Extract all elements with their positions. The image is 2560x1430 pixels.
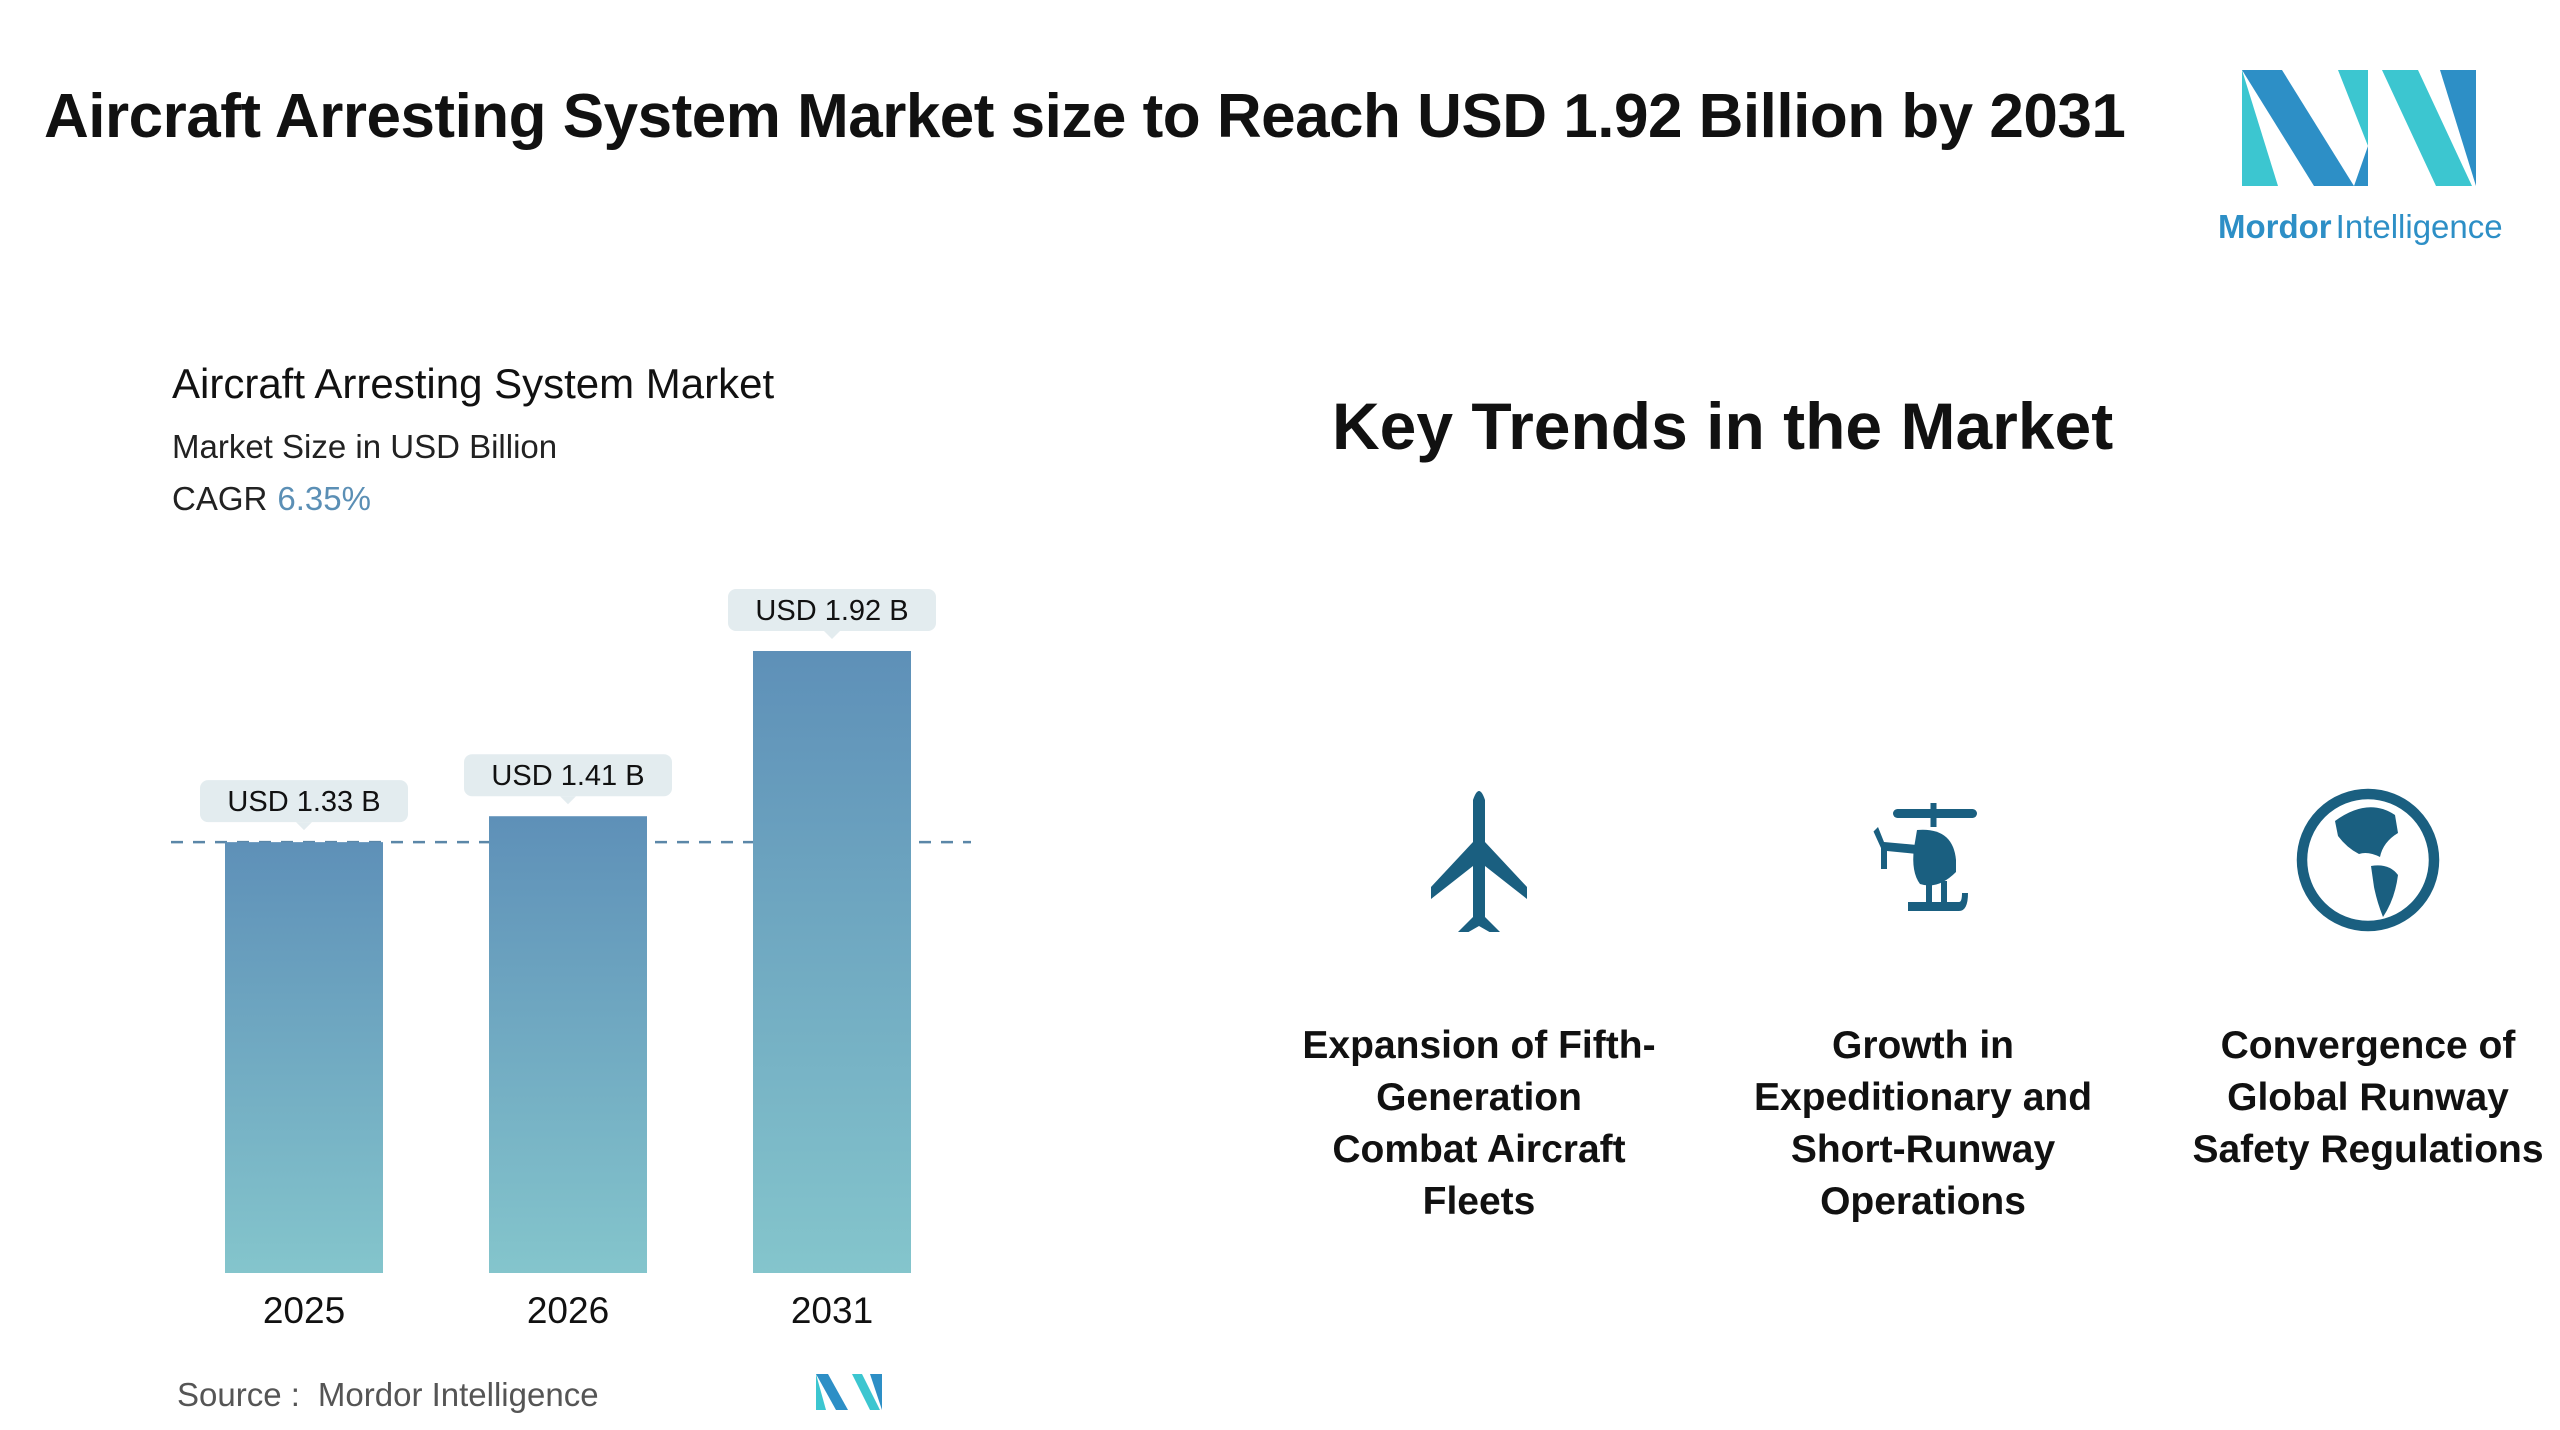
data-label: USD 1.41 B bbox=[491, 760, 644, 792]
mordor-intelligence-logo: Mordor Intelligence bbox=[2218, 66, 2514, 256]
x-tick-label: 2025 bbox=[263, 1290, 345, 1331]
bar bbox=[753, 651, 911, 1273]
trend-text: Short-Runway bbox=[1790, 1128, 2056, 1171]
source-value: Mordor Intelligence bbox=[317, 1376, 599, 1413]
trend-text: Expeditionary and bbox=[1753, 1076, 2093, 1119]
trend-text: Growth in bbox=[1832, 1024, 2014, 1067]
x-tick-label: 2031 bbox=[791, 1290, 873, 1331]
airplane-icon bbox=[1431, 791, 1527, 932]
x-tick-label: 2026 bbox=[527, 1290, 609, 1331]
bar bbox=[489, 816, 647, 1273]
data-label-bg bbox=[464, 754, 672, 797]
globe-icon bbox=[2296, 788, 2440, 932]
chart-title: Aircraft Arresting System Market bbox=[172, 360, 775, 407]
trend-text: Fleets bbox=[1422, 1180, 1536, 1223]
trend-text: Expansion of Fifth- bbox=[1302, 1024, 1656, 1067]
trend-item: Growth in Expeditionary and Short-Runway Op… bbox=[1713, 782, 2133, 1228]
cagr-label: CAGR bbox=[172, 480, 268, 517]
data-label: USD 1.92 B bbox=[755, 595, 908, 627]
page-title: Aircraft Arresting System Market size to… bbox=[44, 82, 2126, 151]
data-label-bg bbox=[728, 589, 936, 631]
trend-text: Safety Regulations bbox=[2192, 1128, 2544, 1171]
key-trends-title: Key Trends in the Market bbox=[1332, 389, 2114, 463]
trend-item: Expansion of Fifth- Generation Combat Airc… bbox=[1269, 782, 1689, 1228]
trend-text: Convergence of bbox=[2220, 1024, 2516, 1067]
source: Source : Mordor Intelligence bbox=[177, 1376, 599, 1414]
trend-item: Convergence of Global Runway Safety Regula… bbox=[2158, 782, 2560, 1176]
data-label-pointer bbox=[560, 796, 576, 805]
trend-text: Combat Aircraft bbox=[1332, 1128, 1626, 1171]
data-label-pointer bbox=[824, 631, 840, 639]
data-label-pointer bbox=[296, 822, 312, 831]
cagr-value: 6.35% bbox=[277, 480, 371, 517]
mini-logo bbox=[814, 1372, 884, 1412]
data-label-bg bbox=[200, 780, 408, 823]
source-label: Source : bbox=[177, 1376, 300, 1413]
bar-chart: USD 1.33 B 2025 USD 1.41 B 2026 USD 1.92 B 20… bbox=[171, 589, 971, 1331]
chart-subtitle: Market Size in USD Billion bbox=[172, 428, 558, 465]
trend-text: Generation bbox=[1376, 1076, 1582, 1119]
trend-text: Global Runway bbox=[2227, 1076, 2509, 1119]
helicopter-icon bbox=[1873, 803, 1977, 911]
trend-text: Operations bbox=[1820, 1180, 2026, 1223]
bar bbox=[225, 842, 383, 1273]
data-label: USD 1.33 B bbox=[227, 786, 380, 818]
cagr: CAGR 6.35% bbox=[172, 480, 371, 518]
